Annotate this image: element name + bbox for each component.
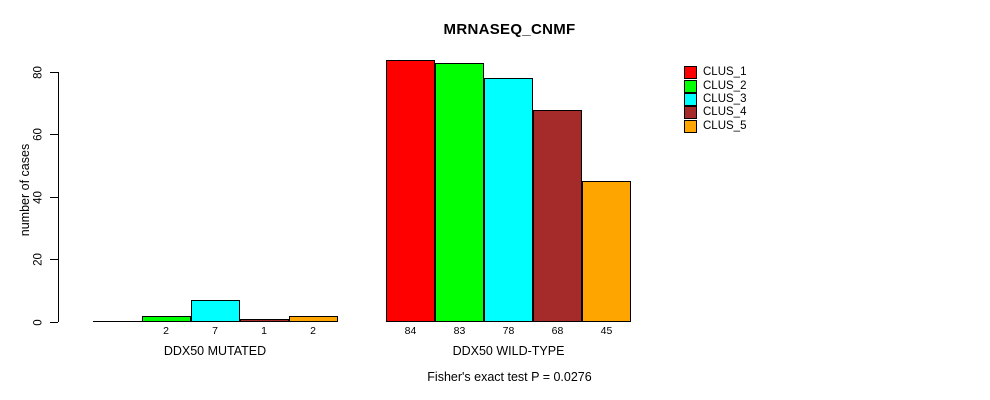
bar-value-label: 2 bbox=[310, 325, 316, 337]
y-axis-tick bbox=[50, 71, 58, 73]
category-label: DDX50 MUTATED bbox=[163, 343, 267, 358]
legend-item-clus_5: CLUS_5 bbox=[684, 119, 747, 133]
bar-value-label: 45 bbox=[600, 325, 613, 337]
legend-swatch-icon bbox=[684, 92, 697, 106]
y-axis-tick-label: 80 bbox=[32, 65, 45, 79]
legend-item-clus_4: CLUS_4 bbox=[684, 106, 747, 120]
y-axis-tick-label: 60 bbox=[32, 128, 45, 141]
bar-clus_1-wildtype bbox=[386, 59, 435, 322]
bar-clus_3-mutated bbox=[190, 300, 240, 322]
y-axis-tick bbox=[50, 321, 58, 323]
legend-label: CLUS_2 bbox=[703, 79, 747, 92]
legend-item-clus_2: CLUS_2 bbox=[684, 79, 747, 93]
fisher-test-note: Fisher's exact test P = 0.0276 bbox=[427, 370, 592, 384]
bar-value-label: 1 bbox=[261, 325, 267, 337]
legend-swatch-icon bbox=[684, 106, 697, 120]
y-axis-tick-label: 20 bbox=[32, 253, 45, 266]
bar-clus_1-zero bbox=[92, 321, 142, 322]
legend-swatch-icon bbox=[684, 119, 697, 133]
legend: CLUS_1 CLUS_2 CLUS_3 CLUS_4 CLUS_5 bbox=[684, 66, 746, 133]
y-axis-label: number of cases bbox=[18, 143, 32, 237]
y-axis-line bbox=[58, 72, 59, 322]
bar-value-label: 7 bbox=[212, 325, 218, 337]
bar-value-label: 83 bbox=[453, 325, 466, 337]
y-axis-tick-label: 40 bbox=[32, 190, 45, 204]
legend-label: CLUS_3 bbox=[703, 92, 747, 105]
bar-clus_3-wildtype bbox=[484, 78, 533, 322]
legend-label: CLUS_1 bbox=[703, 66, 747, 79]
bar-value-label: 68 bbox=[551, 325, 564, 337]
y-axis-tick bbox=[50, 259, 58, 260]
bar-clus_5-wildtype bbox=[582, 181, 631, 322]
bar-clus_4-wildtype bbox=[533, 109, 582, 322]
bar-value-label: 2 bbox=[163, 325, 169, 337]
bar-clus_5-mutated bbox=[288, 315, 338, 322]
legend-swatch-icon bbox=[684, 79, 697, 93]
legend-swatch-icon bbox=[684, 66, 697, 80]
y-axis-tick bbox=[50, 196, 58, 198]
bar-clus_2-wildtype bbox=[435, 62, 484, 322]
legend-label: CLUS_4 bbox=[703, 106, 747, 119]
y-axis-tick bbox=[50, 134, 58, 135]
category-label: DDX50 WILD-TYPE bbox=[452, 343, 565, 358]
legend-label: CLUS_5 bbox=[703, 119, 747, 132]
bar-clus_2-mutated bbox=[141, 315, 191, 322]
legend-item-clus_1: CLUS_1 bbox=[684, 66, 747, 80]
bar-clus_4-mutated bbox=[239, 318, 289, 322]
chart-title: MRNASEQ_CNMF bbox=[443, 21, 576, 38]
bar-value-label: 84 bbox=[404, 325, 417, 337]
y-axis-tick-label: 0 bbox=[32, 318, 45, 326]
legend-item-clus_3: CLUS_3 bbox=[684, 92, 747, 106]
bar-value-label: 78 bbox=[502, 325, 515, 337]
